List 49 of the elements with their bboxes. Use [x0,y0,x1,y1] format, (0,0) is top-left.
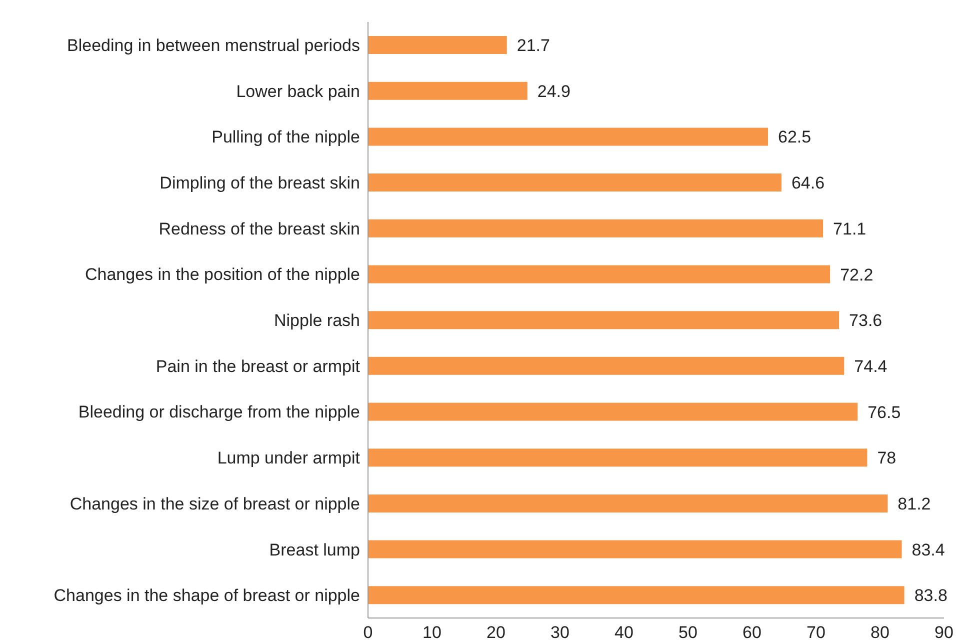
y-tick-label: Breast lump [269,540,360,560]
y-tick-label: Nipple rash [274,311,360,330]
data-label: 81.2 [898,494,931,514]
y-tick-label: Pulling of the nipple [212,128,360,147]
data-label: 74.4 [854,356,888,376]
bar [368,265,830,284]
y-tick-label: Lower back pain [236,82,360,101]
data-label: 73.6 [849,311,882,330]
data-label: 64.6 [791,174,825,193]
bar [368,82,528,100]
y-tick-label: Pain in the breast or armpit [156,356,360,376]
x-tick-label: 60 [742,623,762,642]
bar [368,128,768,146]
x-tick-label: 10 [422,623,442,642]
x-tick-label: 90 [934,623,954,642]
data-label: 76.5 [868,402,901,422]
bar [368,402,858,421]
bar [368,540,902,558]
x-tick-label: 20 [486,623,506,642]
data-label: 83.4 [912,540,945,560]
data-label: 24.9 [537,82,570,101]
data-label: 71.1 [833,219,866,238]
y-tick-label: Dimpling of the breast skin [160,173,360,192]
x-tick-label: 40 [614,623,634,642]
data-label: 62.5 [778,128,812,147]
x-tick-label: 70 [806,623,826,642]
y-tick-label: Bleeding in between menstrual periods [67,36,360,55]
data-label: 83.8 [914,586,948,606]
bar [368,36,507,54]
y-tick-label: Changes in the position of the nipple [84,265,360,284]
data-label: 78 [877,448,896,468]
bar [368,448,868,467]
x-tick-label: 30 [550,623,570,642]
y-tick-label: Changes in the size of breast or nipple [70,494,360,514]
x-tick-label: 0 [363,623,373,642]
data-label: 21.7 [516,36,550,56]
bar [368,356,844,375]
bar [368,174,782,192]
bar [368,494,888,512]
x-tick-label: 50 [678,623,698,642]
data-label: 72.2 [840,265,874,284]
y-tick-label: Changes in the shape of breast or nipple [54,586,360,606]
y-tick-label: Redness of the breast skin [158,219,360,238]
bar [368,311,840,330]
y-tick-label: Bleeding or discharge from the nipple [78,402,360,422]
bar [368,219,824,238]
y-tick-label: Lump under armpit [217,448,360,468]
x-tick-label: 80 [870,623,890,642]
bar [368,586,904,604]
